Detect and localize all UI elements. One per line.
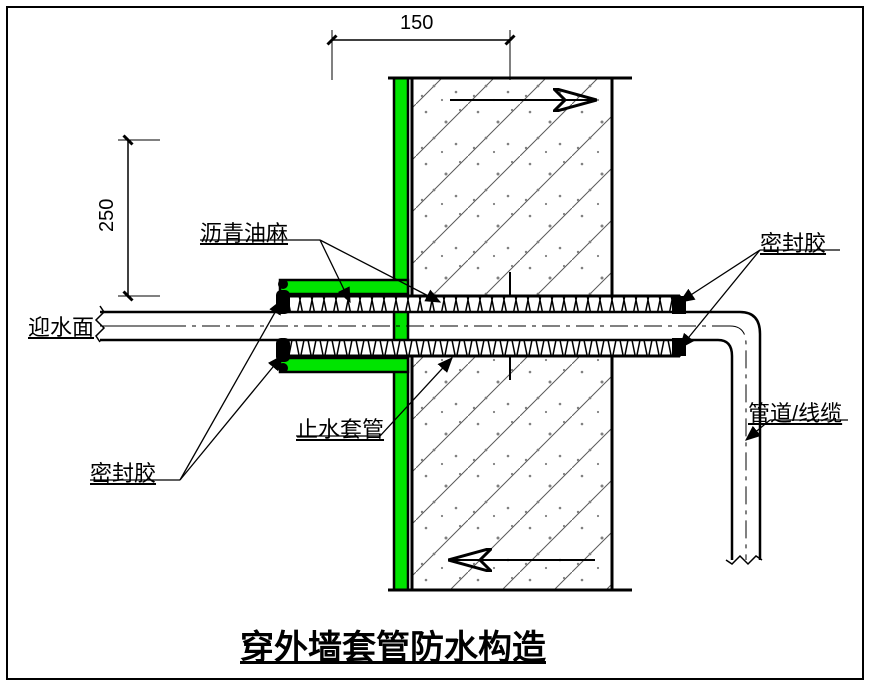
- packing-upper: [280, 296, 680, 312]
- membrane-flange-upper: [280, 280, 408, 294]
- dim-h-text: 150: [400, 12, 433, 35]
- dim-v-text: 250: [96, 199, 119, 232]
- sealant-left-cap-lower: [276, 338, 290, 362]
- leader-sealant-left: [90, 300, 282, 480]
- wall-lower: [412, 356, 612, 590]
- sealant-left-cap-upper: [276, 290, 290, 314]
- diagram-title: 穿外墙套管防水构造: [240, 620, 546, 669]
- wall-upper: [412, 78, 612, 296]
- label-waterface: 迎水面: [28, 310, 94, 342]
- dim-horizontal: [332, 30, 510, 80]
- membrane-vertical: [394, 78, 408, 590]
- sealant-right-cap-lower: [672, 338, 686, 356]
- dim-vertical: [118, 140, 160, 296]
- label-sealant-right: 密封胶: [760, 226, 826, 258]
- pipe-elbow-inner: [718, 340, 732, 560]
- packing-lower: [280, 340, 680, 356]
- label-sleeve: 止水套管: [296, 412, 384, 444]
- membrane-flange-lower: [280, 358, 408, 372]
- label-pipe: 管道/线缆: [748, 396, 842, 428]
- label-asphalt: 沥青油麻: [200, 216, 288, 248]
- diagram-svg: [0, 0, 870, 686]
- label-sealant-left: 密封胶: [90, 456, 156, 488]
